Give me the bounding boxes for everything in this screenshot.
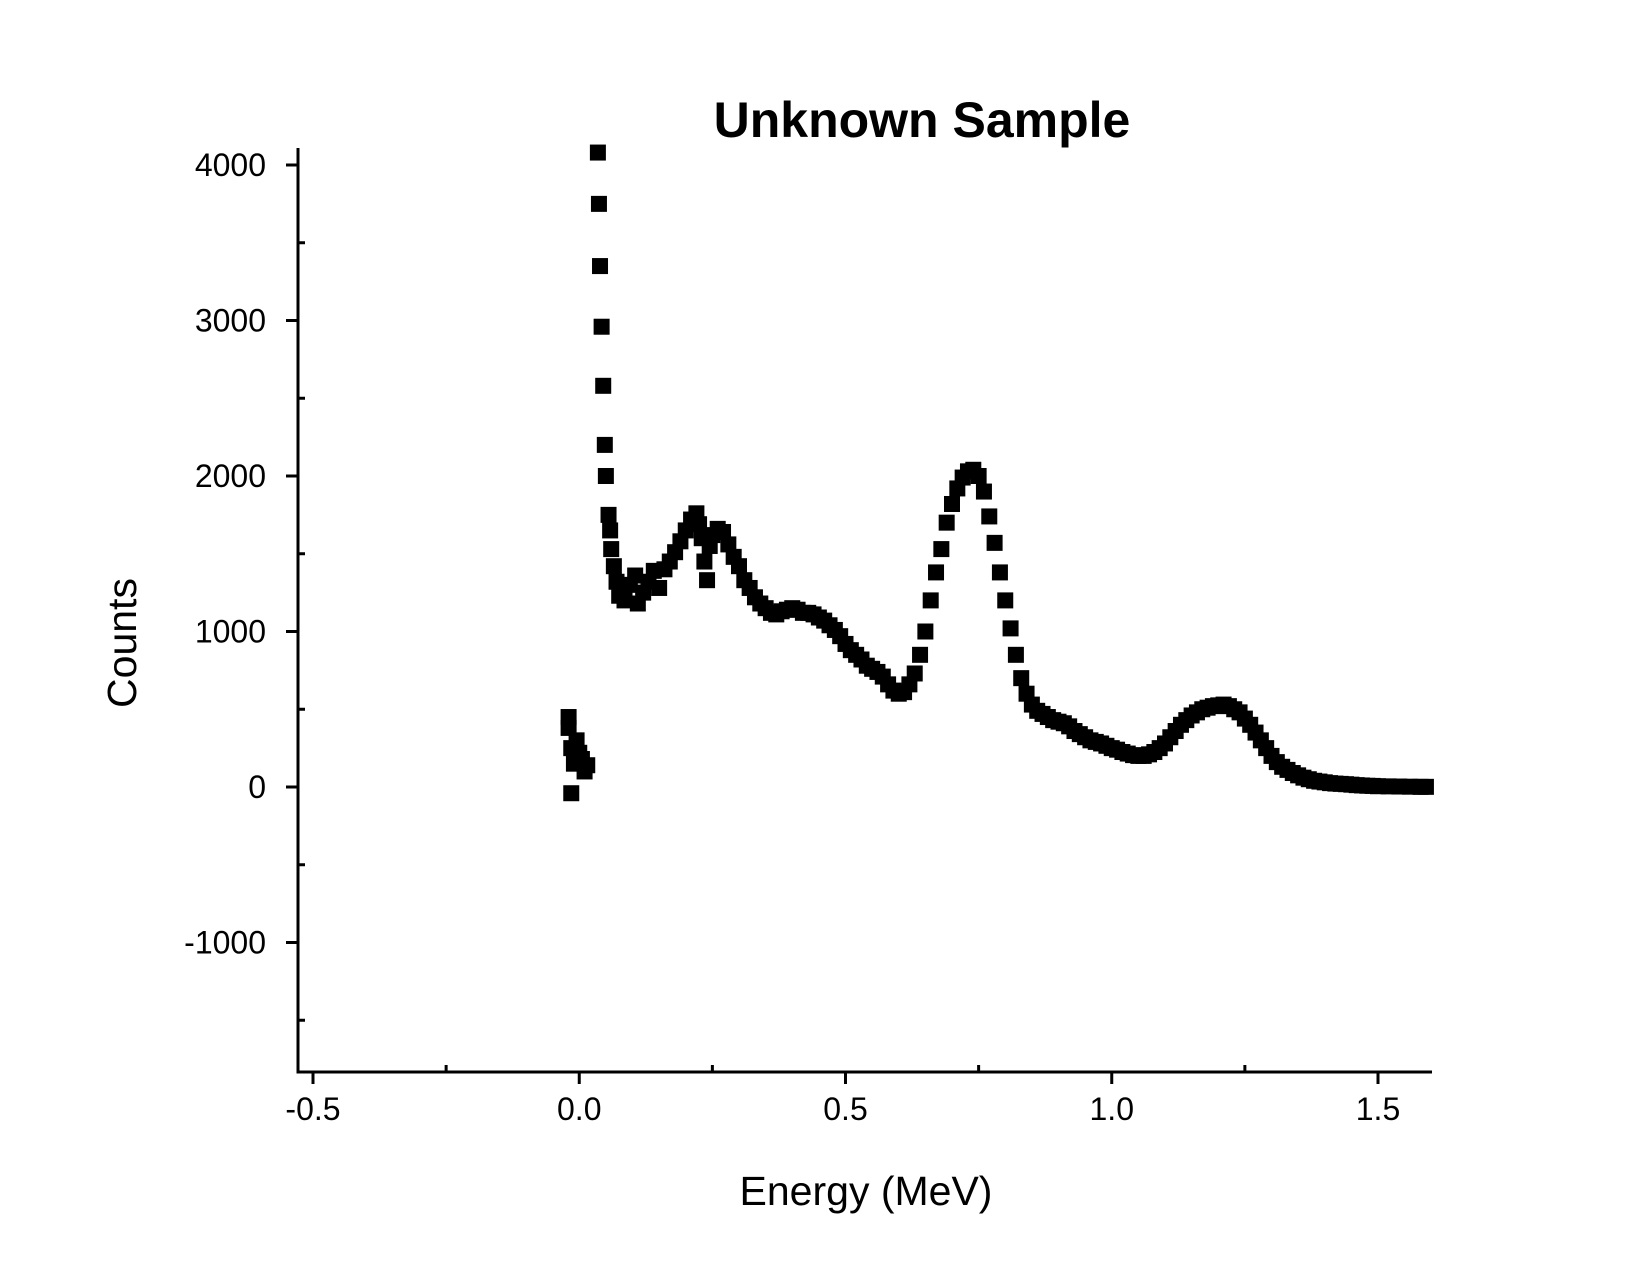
data-point (981, 508, 998, 525)
axes-frame (296, 148, 1432, 1074)
data-point (906, 665, 923, 682)
data-point (627, 567, 644, 584)
data-point (928, 564, 945, 581)
data-point (560, 719, 577, 736)
x-tick-label: 1.5 (1356, 1091, 1400, 1127)
y-tick-label: 0 (248, 769, 266, 805)
data-point (912, 646, 929, 663)
x-tick-label: 0.5 (823, 1091, 867, 1127)
data-point (589, 144, 606, 161)
data-point (616, 592, 633, 609)
data-point (592, 258, 609, 275)
y-tick-label: -1000 (184, 925, 266, 961)
x-tick-label: 1.0 (1090, 1091, 1134, 1127)
data-point (590, 195, 607, 212)
data-point (595, 377, 612, 394)
data-point (597, 468, 614, 484)
chart-title: Unknown Sample (714, 92, 1131, 148)
data-point (600, 506, 617, 523)
data-series-counts (560, 144, 1434, 802)
y-tick-label: 2000 (195, 458, 266, 494)
x-axis-label: Energy (MeV) (740, 1168, 993, 1214)
data-point (563, 785, 580, 802)
y-axis-ticks: -1000 0 1000 2000 3000 4000 (184, 147, 305, 1022)
data-point (986, 534, 1003, 551)
data-point (944, 495, 960, 512)
data-point (720, 536, 737, 553)
data-point (970, 468, 987, 484)
data-point (731, 558, 747, 575)
data-point (608, 573, 625, 590)
data-point (603, 541, 620, 558)
data-point (975, 483, 992, 500)
data-point (997, 592, 1014, 609)
data-point (691, 516, 708, 533)
data-point (1002, 620, 1019, 637)
y-tick-label: 3000 (195, 303, 266, 339)
data-point (699, 572, 716, 589)
data-point (1417, 778, 1434, 795)
y-tick-label: 1000 (195, 614, 266, 650)
data-point (605, 558, 622, 575)
x-tick-label: -0.5 (285, 1091, 340, 1127)
x-axis-ticks: -0.5 0.0 0.5 1.0 1.5 (285, 1065, 1400, 1127)
data-point (602, 522, 619, 539)
data-point (938, 514, 955, 531)
x-tick-label: 0.0 (557, 1091, 601, 1127)
data-point (651, 579, 668, 596)
data-point (1007, 646, 1024, 663)
y-tick-label: 4000 (195, 147, 266, 183)
data-point (917, 623, 934, 640)
y-axis-label: Counts (99, 578, 145, 708)
data-point (933, 541, 950, 558)
data-point (1013, 670, 1030, 687)
data-point (715, 523, 732, 540)
data-point (922, 592, 939, 609)
data-point (596, 436, 613, 453)
data-point (579, 757, 596, 774)
data-point (696, 553, 713, 570)
data-point (568, 732, 585, 749)
data-point (991, 564, 1008, 581)
data-point (593, 318, 610, 335)
